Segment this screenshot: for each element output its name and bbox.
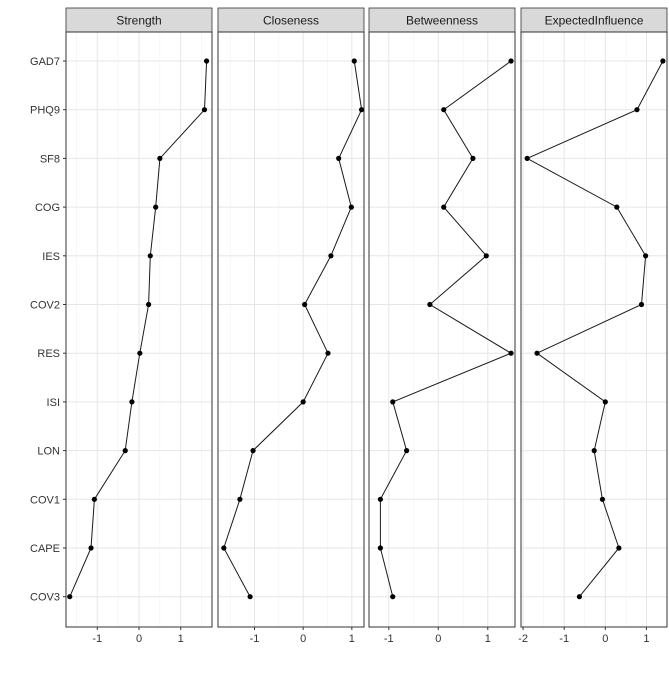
panel-strength: Strength -1 0 1	[65, 7, 213, 645]
point-strength-cov1	[91, 496, 97, 502]
point-closeness-gad7	[351, 58, 357, 64]
y-tick-label-cov3: COV3	[30, 592, 60, 604]
y-tick-label-res: RES	[37, 348, 60, 360]
y-tick-label-cog: COG	[35, 202, 60, 214]
point-strength-phq9	[201, 107, 208, 113]
point-betweenness-res	[508, 350, 514, 356]
point-strength-cog	[153, 204, 159, 210]
point-expectedinfluence-isi	[602, 399, 608, 405]
strip-closeness	[217, 7, 365, 33]
point-betweenness-phq9	[441, 107, 447, 113]
panel-border-expectedinfluence	[520, 31, 668, 628]
point-closeness-lon	[250, 448, 256, 454]
point-expectedinfluence-cov1	[599, 496, 606, 502]
point-strength-gad7	[203, 58, 210, 64]
point-expectedinfluence-res	[534, 350, 540, 356]
panel-title-betweenness: Betweenness	[406, 14, 478, 28]
panel-border-closeness	[217, 31, 365, 628]
point-expectedinfluence-sf8	[524, 155, 530, 161]
point-betweenness-cov3	[390, 594, 396, 600]
x-tick-label-closeness: -1	[250, 633, 260, 645]
x-tick-label-strength: 0	[136, 633, 142, 645]
y-tick-label-isi: ISI	[47, 397, 60, 409]
point-betweenness-cov1	[377, 496, 383, 502]
x-tick-label-expectedinfluence: 1	[643, 633, 649, 645]
point-strength-isi	[129, 399, 135, 405]
x-tick-label-expectedinfluence: 0	[602, 633, 608, 645]
x-tick-label-expectedinfluence: -1	[559, 633, 569, 645]
y-tick-label-cov2: COV2	[30, 300, 60, 312]
panel-title-strength: Strength	[116, 14, 161, 28]
y-tick-label-phq9: PHQ9	[30, 105, 60, 117]
x-tick-label-betweenness: 0	[435, 633, 441, 645]
point-expectedinfluence-lon	[591, 448, 597, 454]
series-line-strength	[69, 60, 208, 597]
point-betweenness-cape	[377, 545, 383, 551]
y-tick-label-gad7: GAD7	[30, 56, 60, 68]
y-tick-label-ies: IES	[42, 251, 60, 263]
point-closeness-cov3	[247, 594, 253, 600]
x-tick-label-expectedinfluence: -2	[518, 633, 528, 645]
x-tick-label-betweenness: 1	[485, 633, 491, 645]
y-tick-label-lon: LON	[37, 446, 60, 458]
x-tick-label-closeness: 1	[349, 633, 355, 645]
point-closeness-cog	[348, 204, 354, 210]
plot-area-closeness	[217, 31, 365, 628]
point-expectedinfluence-phq9	[634, 107, 640, 113]
point-expectedinfluence-cog	[614, 204, 620, 210]
point-closeness-cov1	[237, 496, 243, 502]
point-closeness-isi	[300, 399, 306, 405]
point-expectedinfluence-cov2	[638, 301, 645, 308]
panel-closeness: Closeness -1 0 1	[217, 7, 365, 645]
point-strength-lon	[122, 448, 128, 454]
series-line-expectedinfluence	[526, 60, 664, 598]
point-expectedinfluence-gad7	[660, 58, 666, 64]
point-betweenness-cov2	[427, 301, 433, 308]
y-tick-label-cov1: COV1	[30, 494, 60, 506]
point-strength-cape	[88, 545, 94, 551]
x-tick-label-strength: -1	[92, 633, 102, 645]
panel-title-closeness: Closeness	[263, 14, 319, 28]
point-expectedinfluence-cov3	[576, 594, 583, 600]
point-betweenness-gad7	[508, 58, 514, 64]
point-strength-res	[137, 350, 143, 356]
plot-area-betweenness	[368, 31, 516, 628]
strip-strength	[65, 7, 213, 33]
point-betweenness-isi	[390, 399, 396, 405]
point-strength-sf8	[157, 155, 163, 161]
point-closeness-phq9	[358, 107, 365, 113]
point-closeness-res	[325, 350, 331, 356]
panel-title-expectedinfluence: ExpectedInfluence	[545, 14, 644, 28]
point-strength-ies	[147, 253, 153, 259]
x-tick-label-closeness: 0	[300, 633, 306, 645]
point-strength-cov3	[67, 594, 73, 600]
series-line-betweenness	[379, 60, 513, 597]
point-expectedinfluence-ies	[643, 253, 649, 259]
x-tick-label-strength: 1	[178, 633, 184, 645]
y-tick-label-sf8: SF8	[40, 153, 60, 165]
point-betweenness-ies	[483, 253, 489, 259]
point-closeness-ies	[328, 253, 334, 259]
panel-expectedinfluence: ExpectedInfluence -2 -1 0 1	[518, 7, 668, 645]
point-betweenness-sf8	[470, 155, 476, 161]
point-strength-cov2	[145, 301, 152, 308]
point-closeness-cape	[221, 545, 227, 551]
panel-betweenness: Betweenness -1 0 1	[368, 7, 516, 645]
plot-area-expectedinfluence	[520, 31, 668, 628]
series-line-closeness	[223, 60, 363, 597]
point-closeness-cov2	[302, 301, 308, 308]
strip-expectedinfluence	[520, 7, 668, 33]
x-tick-label-betweenness: -1	[384, 633, 394, 645]
point-closeness-sf8	[336, 155, 342, 161]
point-expectedinfluence-cape	[616, 545, 622, 551]
point-betweenness-cog	[441, 204, 447, 210]
y-tick-label-cape: CAPE	[30, 543, 60, 555]
point-betweenness-lon	[404, 448, 410, 454]
panel-border-betweenness	[368, 31, 516, 628]
